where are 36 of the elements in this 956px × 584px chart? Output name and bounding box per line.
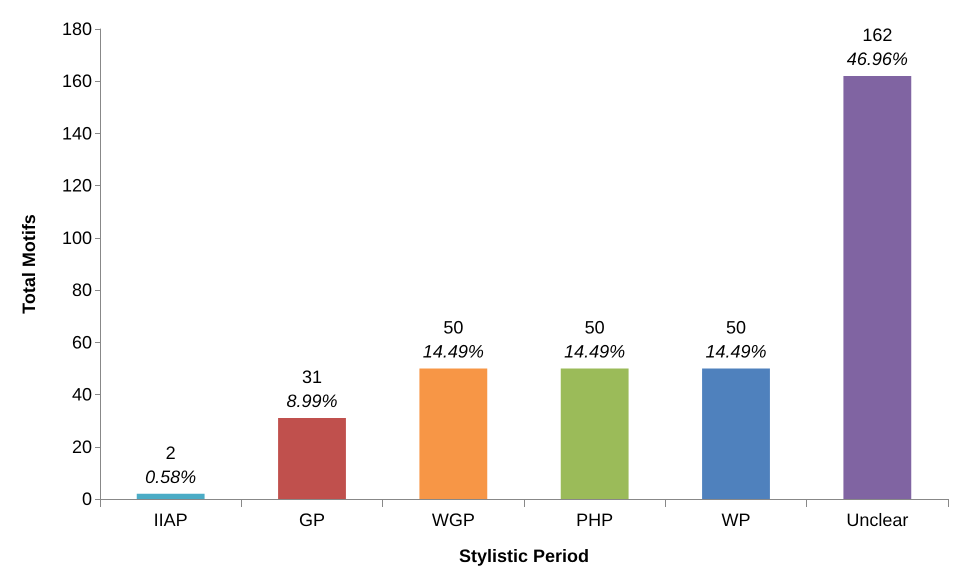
data-label: 50 xyxy=(726,317,746,338)
y-tick-label: 40 xyxy=(72,384,92,405)
annotation: 14.49% xyxy=(705,341,767,362)
y-axis-title: Total Motifs xyxy=(19,214,39,314)
data-label: 2 xyxy=(166,442,176,463)
bar xyxy=(702,368,770,499)
data-label: 50 xyxy=(443,317,464,338)
y-tick-label: 140 xyxy=(62,123,92,144)
annotation: 46.96% xyxy=(846,49,908,69)
y-tick-label: 180 xyxy=(62,19,92,39)
bar xyxy=(136,494,205,499)
y-tick-label: 100 xyxy=(62,228,92,248)
annotation: 14.49% xyxy=(422,341,484,362)
x-tick-label: IIAP xyxy=(154,510,188,530)
y-tick-label: 0 xyxy=(82,489,92,509)
annotation: 14.49% xyxy=(564,341,626,362)
y-tick-label: 160 xyxy=(62,71,92,92)
bar xyxy=(278,418,346,499)
data-label: 50 xyxy=(584,317,605,338)
bar xyxy=(843,76,912,499)
data-label: 162 xyxy=(862,25,892,45)
data-label: 31 xyxy=(302,367,322,388)
x-tick-label: WGP xyxy=(432,510,475,530)
x-tick-label: GP xyxy=(298,510,326,530)
bar xyxy=(560,368,629,499)
x-axis-title: Stylistic Period xyxy=(458,546,590,566)
x-tick-label: PHP xyxy=(576,510,614,530)
bar xyxy=(419,368,488,499)
y-tick-label: 60 xyxy=(72,332,92,352)
x-tick-label: WP xyxy=(722,510,750,530)
x-tick-label: Unclear xyxy=(846,510,908,530)
annotation: 0.58% xyxy=(145,466,196,487)
annotation: 8.99% xyxy=(286,391,338,412)
y-tick-label: 80 xyxy=(72,280,92,300)
y-tick-label: 20 xyxy=(72,436,92,457)
y-tick-label: 120 xyxy=(62,176,92,196)
